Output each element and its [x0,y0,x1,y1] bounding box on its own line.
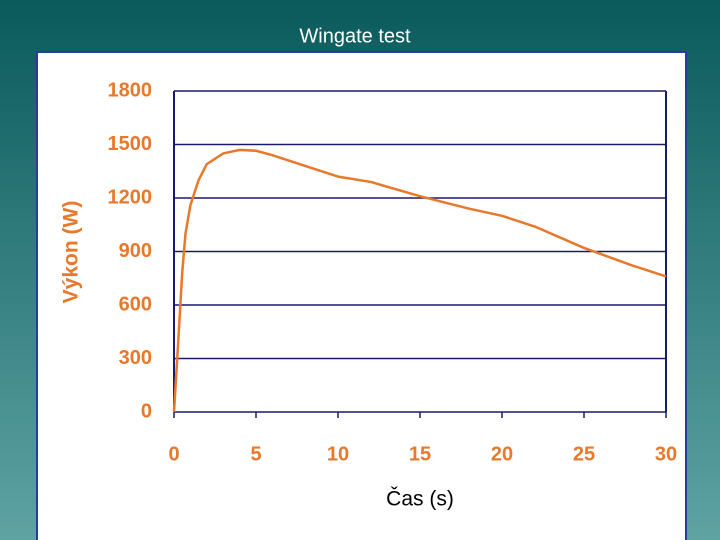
x-tick-label: 0 [168,443,179,465]
x-tick-label: 10 [327,443,349,465]
chart-title: Wingate test [299,25,411,47]
x-tick-label: 30 [655,443,677,465]
x-tick-label: 20 [491,443,513,465]
x-tick-label: 25 [573,443,595,465]
y-tick-label: 600 [119,293,152,315]
y-tick-label: 300 [119,347,152,369]
x-axis-label: Čas (s) [386,488,454,511]
y-tick-label: 1500 [108,133,153,155]
y-axis-label: Výkon (W) [60,201,83,304]
y-tick-label: 0 [141,400,152,422]
y-tick-label: 900 [119,240,152,262]
chart-panel [36,51,687,540]
x-tick-label: 5 [250,443,261,465]
data-line [172,148,667,413]
y-tick-label: 1800 [108,79,153,101]
y-tick-label: 1200 [108,186,153,208]
x-tick-label: 15 [409,443,431,465]
